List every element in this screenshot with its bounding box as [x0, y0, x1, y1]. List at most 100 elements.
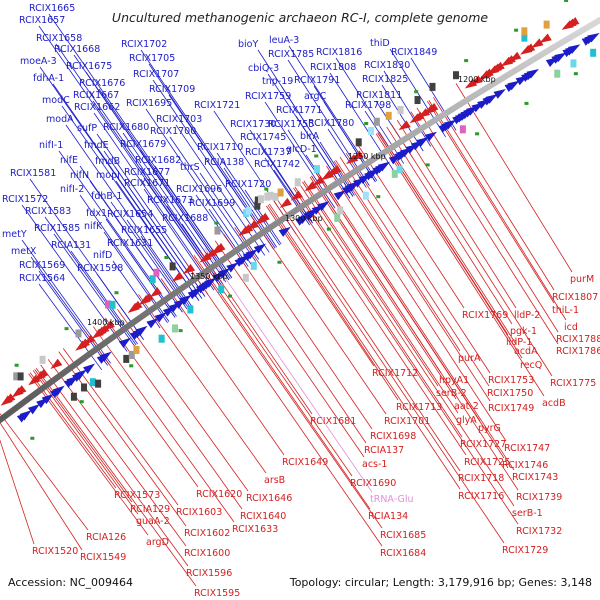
- gene-label: RCIX1602: [184, 528, 230, 539]
- annotation-block: [171, 324, 178, 333]
- reverse-gene-arrow: [171, 271, 185, 282]
- gene-label: RCIX1679: [120, 139, 166, 150]
- forward-gene-arrow: [485, 94, 498, 104]
- leader-line: [79, 194, 170, 322]
- leader-line: [335, 159, 461, 352]
- gene-label: RCIX1520: [32, 546, 78, 557]
- leader-line: [455, 83, 573, 273]
- annotation-block: [245, 206, 252, 215]
- leader-line: [311, 175, 519, 491]
- gene-label: nifN: [70, 170, 89, 181]
- annotation-block: [334, 213, 341, 222]
- gene-label: pgk-1: [510, 326, 537, 337]
- annotation-block: [362, 191, 369, 200]
- gene-label: RCIX1633: [232, 524, 278, 535]
- gene-label: argC: [304, 91, 327, 102]
- leader-line: [96, 273, 144, 340]
- annotation-block: [391, 169, 398, 178]
- gene-label: RCIA138: [204, 157, 244, 168]
- gene-label: RCIX1662: [74, 102, 120, 113]
- trna-label: tRNA-Glu: [370, 494, 414, 505]
- reverse-gene-arrow: [329, 164, 342, 175]
- gene-label: lldP-2: [514, 310, 540, 321]
- leader-line: [294, 186, 463, 438]
- annotation-block: [459, 125, 466, 134]
- leader-line: [55, 43, 224, 285]
- gene-label: RCIX1712: [372, 368, 418, 379]
- leader-line: [145, 108, 252, 265]
- gene-label: RCIX1701: [384, 416, 430, 427]
- marker-block: [277, 260, 282, 264]
- gene-label: thiL-1: [552, 305, 579, 316]
- annotation-block: [521, 27, 528, 36]
- leader-line: [112, 260, 161, 329]
- reverse-gene-arrow: [522, 43, 536, 53]
- gene-label: RCIX1775: [550, 378, 596, 389]
- gene-label: fmdB: [95, 156, 120, 167]
- reverse-gene-arrow: [141, 292, 154, 304]
- gene-label: aat-2: [454, 401, 479, 412]
- leader-line: [105, 317, 243, 510]
- gene-label: RCIX1743: [512, 472, 558, 483]
- reverse-gene-arrow: [351, 150, 364, 161]
- leader-line: [264, 157, 310, 226]
- leader-line: [98, 88, 231, 280]
- gene-label: RCIX1720: [225, 179, 271, 190]
- leader-line: [89, 180, 183, 313]
- leader-line: [115, 180, 200, 301]
- gene-label: moeA-3: [20, 56, 57, 67]
- leader-line: [317, 171, 515, 471]
- gene-label: RCIX1688: [162, 213, 208, 224]
- summary-text: Topology: circular; Length: 3,179,916 bp…: [289, 576, 592, 589]
- gene-label: RCIX1564: [19, 273, 65, 284]
- leader-line: [250, 215, 387, 415]
- leader-line: [117, 309, 249, 492]
- gene-label: RCIX1573: [114, 490, 160, 501]
- gene-label: RCIX1816: [316, 47, 362, 58]
- gene-label: RCIX1696: [176, 184, 222, 195]
- reverse-gene-arrow: [149, 287, 162, 298]
- forward-gene-arrow: [493, 89, 506, 99]
- gene-label: metX: [11, 246, 37, 257]
- gene-label: RCIX1569: [19, 260, 65, 271]
- gene-label: pyrG: [478, 423, 501, 434]
- annotation-block: [397, 106, 404, 115]
- annotation-block: [75, 329, 82, 338]
- forward-gene-arrow: [377, 161, 391, 172]
- marker-block: [14, 363, 19, 367]
- annotation-block: [373, 117, 380, 126]
- marker-block: [264, 187, 269, 191]
- forward-gene-arrow: [218, 268, 231, 279]
- gene-label: birA: [300, 131, 320, 142]
- reverse-gene-arrow: [50, 358, 63, 369]
- leader-line: [0, 412, 89, 531]
- gene-label: RCIX1600: [184, 548, 230, 559]
- gene-label: RCIX1780: [308, 118, 354, 129]
- gene-label: acs-1: [362, 459, 387, 470]
- gene-label: RCIX1680: [103, 122, 149, 133]
- forward-gene-arrow: [135, 325, 148, 337]
- leader-line: [259, 142, 313, 224]
- leader-line: [295, 115, 351, 199]
- gene-label: RCIX1699: [189, 198, 235, 209]
- marker-block: [514, 28, 519, 32]
- leader-line: [375, 133, 545, 397]
- leader-line: [166, 205, 222, 286]
- leader-line: [65, 124, 192, 307]
- gene-label: RCIX1721: [194, 100, 240, 111]
- gene-label: RCIX1682: [135, 155, 181, 166]
- gene-label: RCIX1703: [156, 114, 202, 125]
- marker-1350kbp: 1350 kbp: [190, 272, 228, 281]
- accession-text: Accession: NC_009464: [8, 576, 133, 589]
- marker-block: [228, 294, 233, 298]
- leader-line: [35, 367, 197, 587]
- gene-label: RCIX1671: [124, 178, 170, 189]
- gene-label: fmdE: [84, 140, 109, 151]
- forward-labels: RCIX1665 RCIX1657 RCIX1658 RCIX1668 moeA…: [2, 3, 437, 284]
- gene-label: RCIX1654: [107, 209, 153, 220]
- gene-label: RCIX1646: [246, 493, 292, 504]
- leader-line: [288, 45, 378, 182]
- leader-line: [287, 59, 370, 186]
- gene-label: nifE: [60, 155, 78, 166]
